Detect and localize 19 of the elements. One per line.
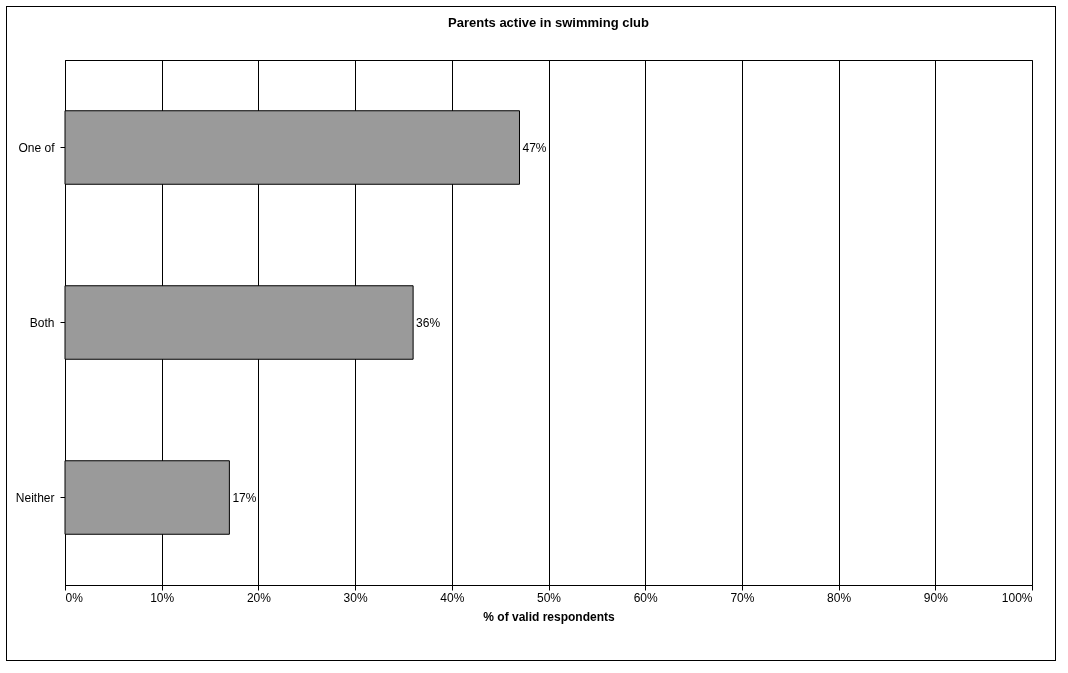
x-tick-label: 80% — [827, 590, 852, 605]
x-tick-label: 20% — [246, 590, 272, 605]
data-label: 47% — [522, 140, 547, 155]
x-tick-label: 0% — [65, 590, 84, 605]
x-tick-label: 70% — [730, 590, 755, 605]
x-tick-label: 100% — [1001, 590, 1033, 605]
x-tick-label: 30% — [343, 590, 368, 605]
x-tick-label: 40% — [440, 590, 465, 605]
y-tick-label: Both — [29, 315, 55, 330]
y-tick-label: Neither — [15, 490, 55, 505]
chart-title: Parents active in swimming club — [448, 15, 649, 30]
x-tick-label: 50% — [536, 590, 562, 605]
x-axis-title: % of valid respondents — [483, 609, 615, 624]
x-tick-label: 10% — [150, 590, 175, 605]
data-label: 17% — [232, 490, 257, 505]
y-tick-label: One of — [18, 140, 56, 155]
x-tick-label: 60% — [633, 590, 659, 605]
x-tick-label: 90% — [923, 590, 949, 605]
data-label: 36% — [416, 315, 441, 330]
